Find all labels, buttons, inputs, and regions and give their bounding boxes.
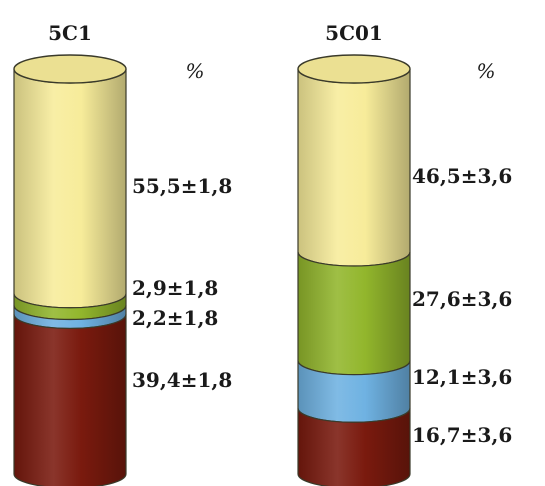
col-1-top-cap (13, 54, 127, 84)
col-2-segment-bottom (297, 408, 411, 486)
col-2-data-label-bottom: 16,7±3,6 (412, 423, 512, 447)
col-1-title: 5C1 (48, 21, 92, 45)
col-2-unit-label: % (476, 59, 495, 83)
col-2-title: 5C01 (325, 21, 383, 45)
col-1-unit-label: % (185, 59, 204, 83)
col-1-data-label-bottom: 39,4±1,8 (132, 368, 232, 392)
col-2-top-cap (297, 54, 411, 84)
col-1-data-label-third: 2,2±1,8 (132, 306, 218, 330)
col-2-segment-top (297, 68, 411, 267)
col-1-segment-top (13, 68, 127, 309)
col-2-segment-second (297, 251, 411, 376)
col-2-data-label-third: 12,1±3,6 (412, 365, 512, 389)
col-2-data-label-top: 46,5±3,6 (412, 164, 512, 188)
col-2-data-label-second: 27,6±3,6 (412, 287, 512, 311)
col-1-data-label-top: 55,5±1,8 (132, 174, 232, 198)
col-1-data-label-second: 2,9±1,8 (132, 276, 218, 300)
col-1-segment-bottom (13, 314, 127, 486)
